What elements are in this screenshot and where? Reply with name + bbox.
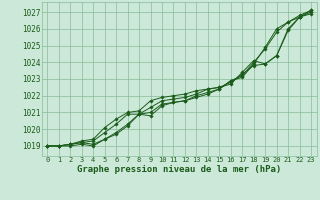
X-axis label: Graphe pression niveau de la mer (hPa): Graphe pression niveau de la mer (hPa) <box>77 165 281 174</box>
